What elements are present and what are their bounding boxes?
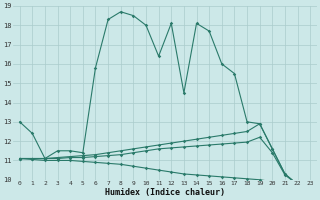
X-axis label: Humidex (Indice chaleur): Humidex (Indice chaleur) <box>105 188 225 197</box>
